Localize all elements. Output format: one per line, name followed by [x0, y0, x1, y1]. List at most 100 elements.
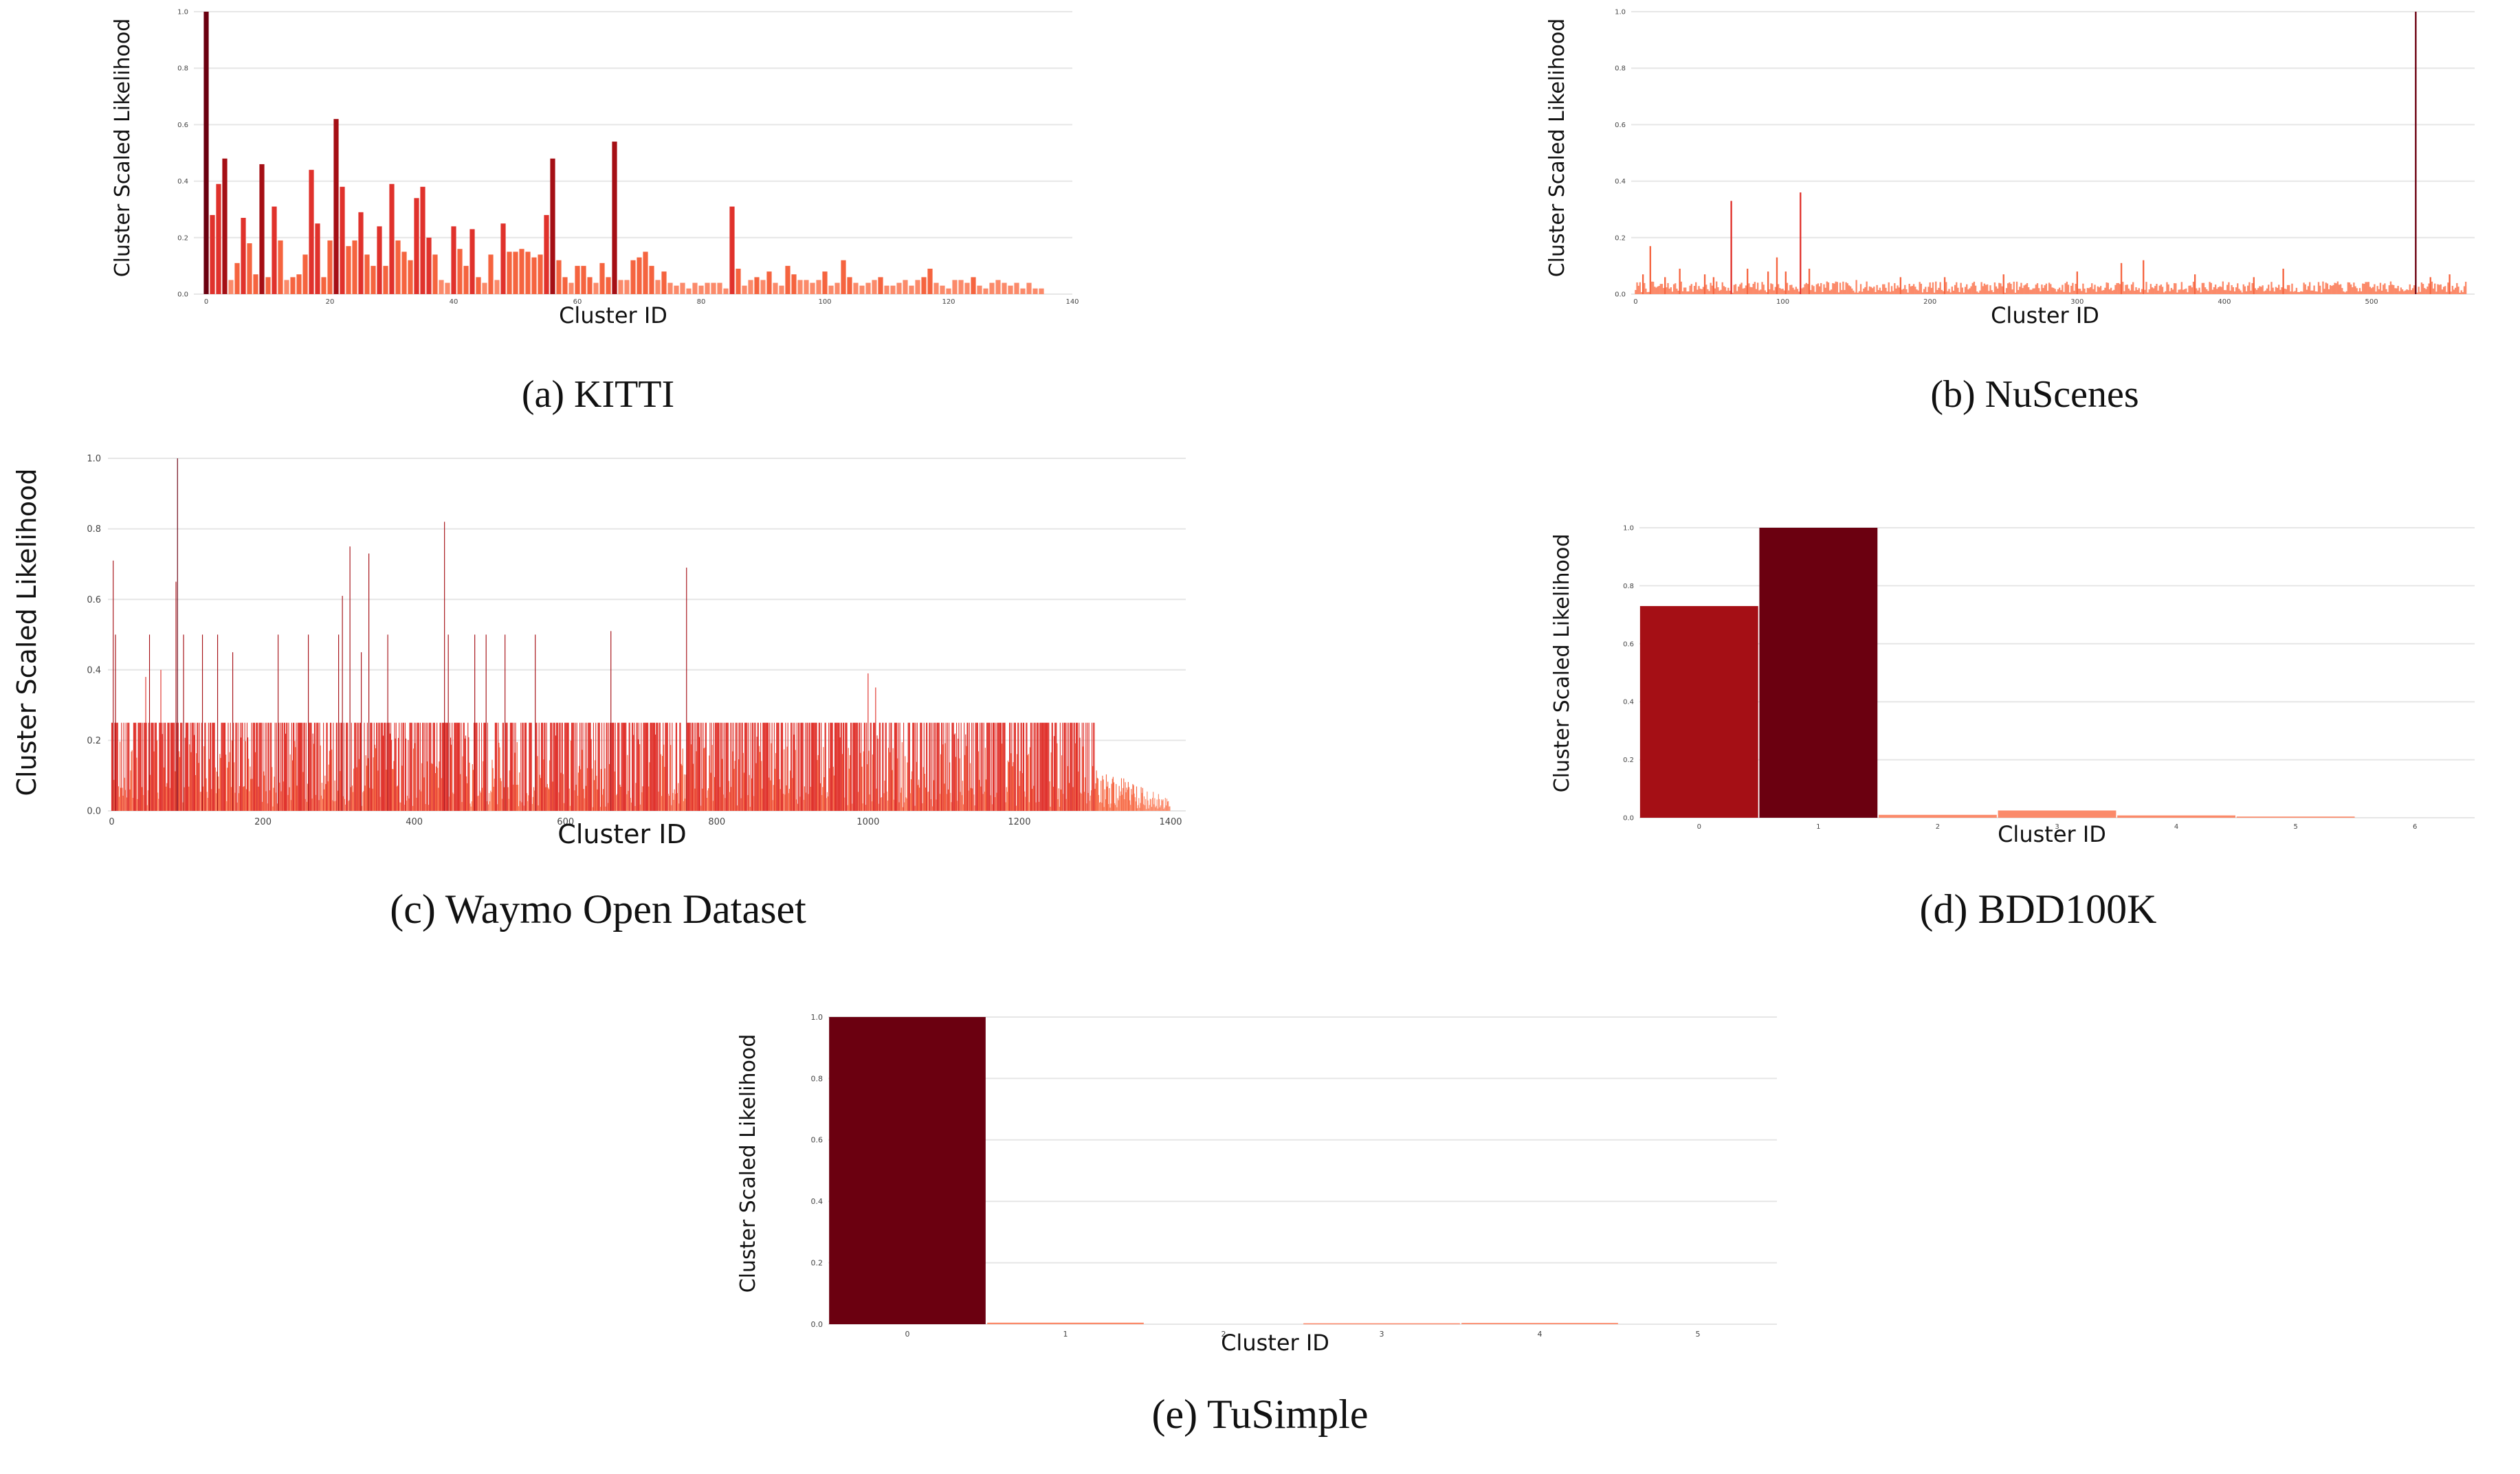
bar: [1755, 289, 1758, 294]
x-tick-label: 0: [1697, 823, 1701, 831]
bar: [2223, 290, 2226, 294]
bar: [1639, 282, 1642, 294]
bar: [944, 743, 946, 811]
bar: [1156, 805, 1157, 811]
bar: [907, 722, 909, 811]
bar: [828, 722, 830, 811]
bar: [571, 722, 573, 811]
bar: [339, 722, 340, 811]
x-tick-label: 2: [1222, 1330, 1226, 1339]
bar: [835, 282, 840, 294]
bar: [434, 722, 435, 811]
bar: [222, 158, 228, 294]
bar: [698, 285, 704, 294]
bar: [2313, 285, 2315, 294]
bar: [524, 722, 525, 811]
bar: [1736, 291, 1738, 294]
bar: [2240, 290, 2242, 294]
bar: [739, 722, 740, 811]
bar: [2033, 288, 2035, 294]
x-tick-label: 400: [2218, 298, 2231, 306]
bar: [2161, 287, 2164, 294]
bar: [606, 722, 608, 811]
bar: [618, 280, 623, 294]
bar: [1139, 807, 1140, 811]
bar: [2247, 285, 2249, 294]
bar: [2064, 283, 2066, 294]
bar: [314, 722, 316, 811]
bar: [802, 722, 804, 811]
bar: [1756, 282, 1759, 294]
bar: [1804, 284, 1806, 294]
bar: [730, 722, 731, 811]
bar: [615, 722, 616, 811]
bar: [903, 722, 905, 811]
bar: [1782, 289, 1784, 294]
bar: [465, 735, 467, 811]
bar: [269, 790, 271, 811]
bar: [2175, 283, 2177, 294]
bar: [1000, 722, 1002, 811]
bar: [2407, 290, 2409, 294]
bar: [184, 787, 185, 811]
bar: [2387, 291, 2389, 294]
bar: [278, 240, 283, 294]
bar: [552, 781, 553, 811]
bar: [1161, 799, 1162, 811]
bar: [1134, 797, 1136, 811]
bar: [342, 796, 344, 811]
y-tick-label: 0.6: [1623, 640, 1634, 648]
bar: [1020, 288, 1026, 294]
bar: [640, 804, 641, 811]
bar: [2266, 288, 2268, 294]
bar: [960, 792, 961, 811]
bar: [883, 793, 885, 811]
bar: [135, 722, 137, 811]
bar: [2019, 287, 2021, 294]
bar: [116, 722, 118, 811]
bar: [524, 722, 526, 811]
bar: [2406, 289, 2408, 294]
bar: [384, 722, 386, 811]
bar: [2151, 287, 2154, 294]
bar: [922, 803, 923, 811]
bar: [203, 746, 205, 811]
bar: [846, 722, 848, 811]
bar: [751, 778, 752, 811]
bar: [580, 769, 582, 811]
bar: [769, 722, 771, 811]
bar: [1978, 292, 1980, 294]
ticks-waymo: 0.00.20.40.60.81.00 200 400 600 800 1000 1200 1…: [87, 454, 1182, 827]
bar: [2276, 287, 2279, 294]
bar: [744, 722, 746, 811]
bar: [1912, 284, 1915, 294]
bar: [309, 170, 314, 294]
bar: [778, 722, 780, 811]
bar: [599, 722, 600, 811]
bar: [1802, 287, 1804, 294]
bar: [213, 722, 214, 811]
bar: [1015, 722, 1016, 811]
bar: [668, 795, 670, 811]
bar: [2300, 291, 2302, 294]
bar: [686, 568, 687, 811]
bar: [659, 722, 661, 811]
bar: [1698, 286, 1700, 294]
bar: [535, 722, 537, 811]
bar: [474, 634, 476, 811]
bar: [2233, 291, 2236, 294]
bar: [487, 804, 489, 811]
bar: [1096, 770, 1097, 811]
x-tick-label: 1: [1063, 1330, 1068, 1339]
bar: [441, 722, 443, 811]
bar: [996, 792, 997, 811]
bar: [2160, 284, 2163, 294]
bar: [2229, 290, 2231, 294]
bar: [610, 631, 612, 811]
bar: [1743, 288, 1746, 294]
bar: [1751, 287, 1753, 294]
bar: [655, 734, 656, 811]
bar: [2444, 286, 2446, 294]
x-tick-label: 500: [2365, 298, 2378, 306]
bar: [761, 761, 762, 811]
